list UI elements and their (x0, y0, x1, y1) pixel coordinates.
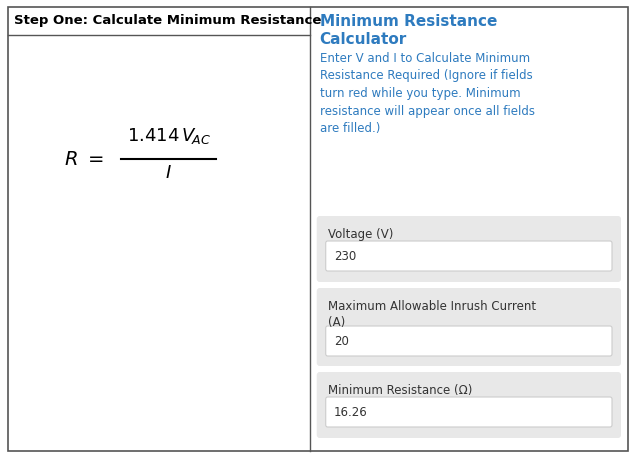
Text: Minimum Resistance
Calculator: Minimum Resistance Calculator (320, 14, 497, 47)
FancyBboxPatch shape (317, 217, 621, 282)
FancyBboxPatch shape (317, 372, 621, 438)
Text: Maximum Allowable Inrush Current
(A): Maximum Allowable Inrush Current (A) (328, 299, 536, 328)
Text: $1.414\,V_{\!\mathit{AC}}$: $1.414\,V_{\!\mathit{AC}}$ (127, 126, 211, 146)
FancyBboxPatch shape (326, 397, 612, 427)
Text: 230: 230 (334, 250, 356, 263)
Text: $\mathit{I}$: $\mathit{I}$ (165, 164, 172, 182)
Text: Minimum Resistance (Ω): Minimum Resistance (Ω) (328, 383, 472, 396)
Text: Enter V and I to Calculate Minimum
Resistance Required (Ignore if fields
turn re: Enter V and I to Calculate Minimum Resis… (320, 52, 535, 134)
Text: 16.26: 16.26 (334, 406, 368, 419)
FancyBboxPatch shape (317, 288, 621, 366)
Text: Voltage (V): Voltage (V) (328, 228, 393, 241)
FancyBboxPatch shape (326, 241, 612, 271)
Text: $\mathit{R}\ =$: $\mathit{R}\ =$ (64, 150, 104, 169)
FancyBboxPatch shape (326, 326, 612, 356)
Text: 20: 20 (334, 335, 349, 348)
Text: Step One: Calculate Minimum Resistance: Step One: Calculate Minimum Resistance (14, 14, 321, 27)
